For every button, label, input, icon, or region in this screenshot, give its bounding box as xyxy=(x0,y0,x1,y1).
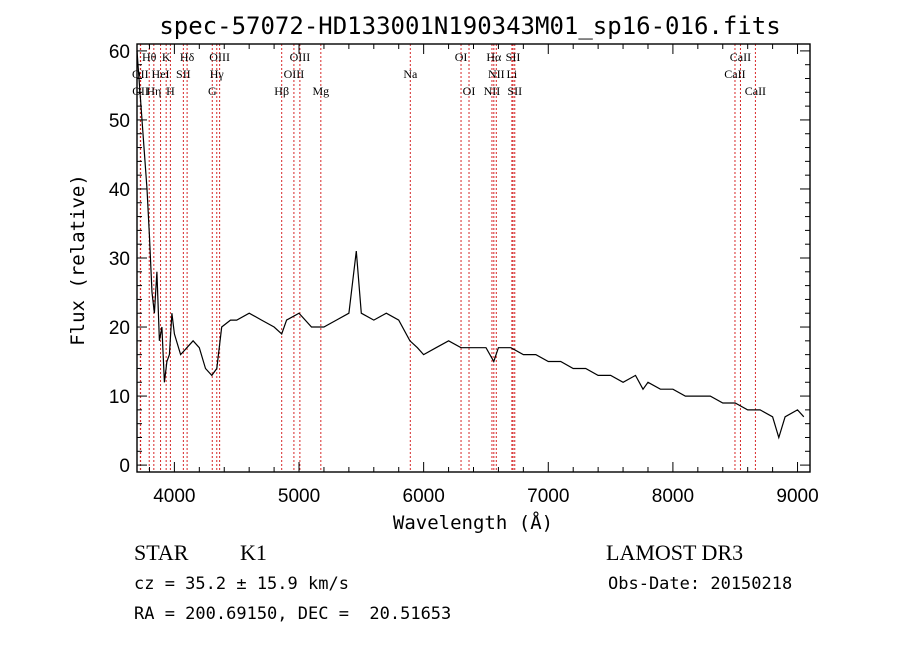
line-marker-label: Hη xyxy=(146,84,161,98)
y-tick-label: 0 xyxy=(119,456,130,477)
line-marker-label: Hθ xyxy=(142,50,157,64)
line-marker-label: Hβ xyxy=(274,84,289,98)
line-marker-label: Li xyxy=(507,67,518,81)
line-marker-label: Hγ xyxy=(210,67,225,81)
line-marker-label: NII xyxy=(484,84,501,98)
line-marker-label: SII xyxy=(176,67,191,81)
y-tick-label: 40 xyxy=(109,180,130,201)
line-marker-label: OI xyxy=(455,50,468,64)
line-marker-label: OIII xyxy=(284,67,305,81)
y-tick-label: 20 xyxy=(109,318,130,339)
y-tick-label: 10 xyxy=(109,387,130,408)
x-tick-label: 6000 xyxy=(403,486,445,507)
object-subclass: K1 xyxy=(240,540,267,565)
line-marker-label: OIII xyxy=(290,50,311,64)
x-axis-label: Wavelength (Å) xyxy=(393,511,553,534)
line-marker-label: CaII xyxy=(724,67,745,81)
x-tick-label: 7000 xyxy=(527,486,569,507)
spectrum-line xyxy=(136,50,805,440)
survey-name: LAMOST DR3 xyxy=(606,540,744,565)
line-marker-label: SII xyxy=(506,50,521,64)
object-class: STAR xyxy=(134,540,189,565)
observation-date: Obs-Date: 20150218 xyxy=(608,574,793,594)
y-tick-label: 50 xyxy=(109,111,130,132)
x-tick-label: 8000 xyxy=(652,486,694,507)
line-marker-label: HeI xyxy=(152,67,170,81)
line-marker-label: G xyxy=(208,84,217,98)
line-marker-label: H xyxy=(166,84,175,98)
x-tick-label: 4000 xyxy=(153,486,195,507)
x-tick-label: 9000 xyxy=(776,486,818,507)
line-marker-label: CaII xyxy=(745,84,766,98)
line-marker-group xyxy=(139,44,756,472)
x-tick-label: 5000 xyxy=(278,486,320,507)
plot-frame xyxy=(136,43,811,473)
chart-title: spec-57072-HD133001N190343M01_sp16-016.f… xyxy=(159,12,780,40)
y-axis-label: Flux (relative) xyxy=(67,174,89,346)
y-tick-label: 60 xyxy=(109,42,130,63)
line-marker-label: Hδ xyxy=(180,50,195,64)
line-marker-label: NII xyxy=(488,67,505,81)
y-axis-ticks: 0 10 20 30 40 50 60 xyxy=(109,42,810,477)
line-marker-label-group: Hθ K Hδ OIII OIII OI Hα SII CaII OII HeI SII Hγ OIII N… xyxy=(132,50,766,98)
line-marker-label: Hα xyxy=(486,50,502,64)
line-marker-label: Na xyxy=(403,67,418,81)
line-marker-label: SII xyxy=(507,84,522,98)
line-marker-label: Mg xyxy=(312,84,329,98)
line-marker-label: K xyxy=(162,50,171,64)
line-marker-label: OIII xyxy=(209,50,230,64)
line-marker-label: OI xyxy=(463,84,476,98)
coordinates-text: RA = 200.69150, DEC = 20.51653 xyxy=(134,604,452,624)
line-marker-label: CaII xyxy=(730,50,751,64)
x-axis-ticks: 4000 5000 6000 7000 8000 9000 xyxy=(148,44,819,507)
line-marker-label: OII xyxy=(132,67,149,81)
y-tick-label: 30 xyxy=(109,249,130,270)
redshift-text: cz = 35.2 ± 15.9 km/s xyxy=(134,574,349,594)
